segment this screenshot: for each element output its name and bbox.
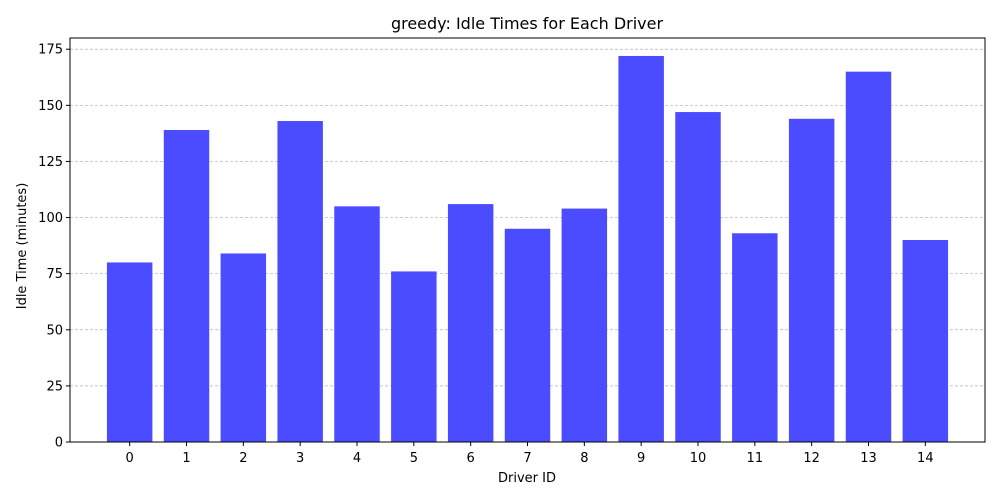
x-tick-label: 7 bbox=[523, 451, 531, 466]
bar-driver-11 bbox=[732, 233, 778, 442]
y-axis-label: Idle Time (minutes) bbox=[15, 183, 30, 310]
bar-driver-6 bbox=[447, 204, 494, 442]
y-tick-label: 100 bbox=[38, 211, 63, 226]
y-tick-label: 0 bbox=[55, 436, 63, 451]
bar-driver-10 bbox=[675, 112, 721, 443]
x-tick-label: 5 bbox=[410, 451, 418, 466]
bar-driver-5 bbox=[391, 271, 437, 442]
chart-title: greedy: Idle Times for Each Driver bbox=[391, 14, 664, 33]
bar-driver-12 bbox=[788, 118, 835, 443]
x-tick-label: 8 bbox=[580, 451, 588, 466]
x-tick-label: 10 bbox=[690, 451, 707, 466]
bars bbox=[106, 55, 949, 443]
x-tick-label: 12 bbox=[803, 451, 820, 466]
x-tick-label: 6 bbox=[467, 451, 475, 466]
bar-driver-8 bbox=[561, 208, 608, 442]
y-axis-ticks: 0 25 50 75 100 125 150 175 bbox=[38, 43, 70, 451]
x-tick-label: 14 bbox=[917, 451, 934, 466]
bar-driver-14 bbox=[902, 240, 949, 442]
bar-driver-9 bbox=[618, 55, 664, 442]
bar-driver-3 bbox=[277, 121, 323, 443]
y-tick-label: 25 bbox=[46, 379, 63, 394]
bar-driver-1 bbox=[163, 130, 210, 442]
x-tick-label: 1 bbox=[182, 451, 190, 466]
x-tick-label: 13 bbox=[860, 451, 877, 466]
bar-driver-13 bbox=[845, 71, 892, 443]
x-tick-label: 4 bbox=[353, 451, 361, 466]
bar-driver-7 bbox=[504, 228, 551, 442]
x-tick-label: 0 bbox=[126, 451, 134, 466]
y-tick-label: 175 bbox=[38, 43, 63, 58]
x-axis-ticks: 0 1 2 3 4 5 6 7 8 9 10 11 12 13 14 bbox=[126, 442, 934, 466]
y-tick-label: 125 bbox=[38, 155, 63, 170]
x-tick-label: 2 bbox=[239, 451, 247, 466]
x-axis-label: Driver ID bbox=[498, 471, 556, 486]
bar-driver-2 bbox=[220, 253, 267, 442]
bar-driver-4 bbox=[334, 206, 380, 442]
y-tick-label: 50 bbox=[46, 323, 63, 338]
y-tick-label: 75 bbox=[46, 267, 63, 282]
x-tick-label: 3 bbox=[296, 451, 304, 466]
x-tick-label: 9 bbox=[637, 451, 645, 466]
x-tick-label: 11 bbox=[747, 451, 764, 466]
bar-driver-0 bbox=[106, 262, 153, 442]
y-tick-label: 150 bbox=[38, 99, 63, 114]
